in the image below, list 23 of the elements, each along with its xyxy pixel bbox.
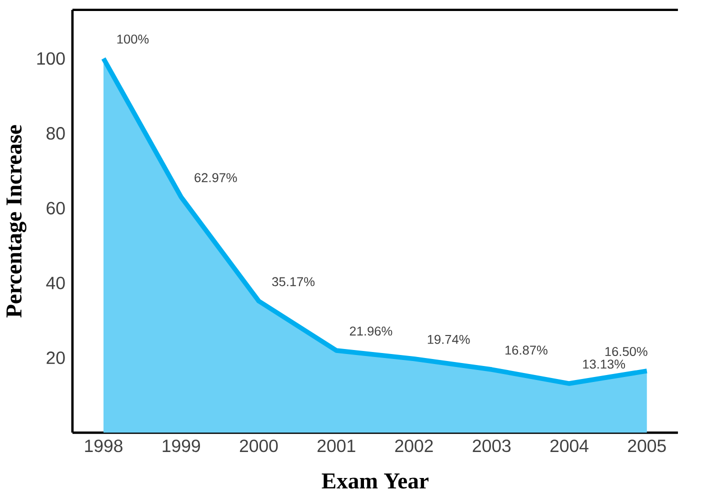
data-label: 62.97% xyxy=(194,173,237,182)
data-label: 100% xyxy=(117,34,149,44)
x-tick-label: 2001 xyxy=(318,440,356,452)
x-tick-label: 2002 xyxy=(395,440,433,452)
data-label: 13.13% xyxy=(583,360,626,369)
x-tick-label: 2005 xyxy=(628,440,666,452)
data-label: 21.96% xyxy=(350,326,392,336)
y-axis-title: Percentage Increase xyxy=(6,125,26,318)
y-tick-label: 80 xyxy=(46,127,65,140)
data-label: 35.17% xyxy=(272,277,315,286)
y-tick-label: 60 xyxy=(46,202,65,215)
data-label: 19.74% xyxy=(428,334,470,344)
y-tick-label: 40 xyxy=(46,276,65,290)
data-label: 16.87% xyxy=(505,346,548,355)
y-tick-label: 100 xyxy=(37,52,65,65)
x-tick-label: 2004 xyxy=(550,440,588,452)
y-tick-label: 20 xyxy=(46,352,65,364)
x-tick-label: 1998 xyxy=(85,440,122,452)
x-tick-label: 1999 xyxy=(162,440,200,452)
data-label: 16.50% xyxy=(605,347,648,356)
x-axis-title: Exam Year xyxy=(322,474,428,489)
x-tick-label: 2000 xyxy=(240,440,278,452)
x-tick-label: 2003 xyxy=(472,440,511,452)
